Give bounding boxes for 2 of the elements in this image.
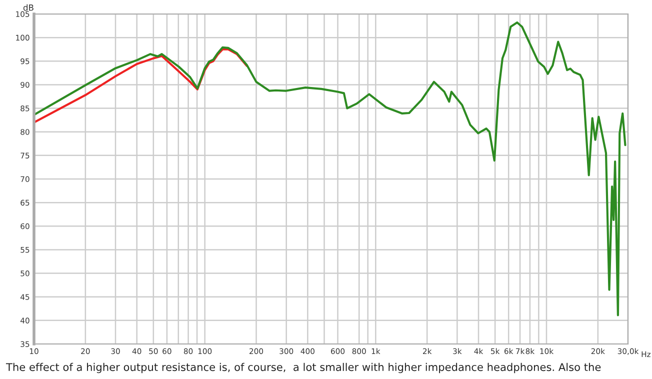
y-axis-title: dB	[23, 4, 34, 11]
text: The effect of a higher output resistance is, of course, a lot smaller with higher impedance headphones. Also the	[6, 362, 601, 374]
